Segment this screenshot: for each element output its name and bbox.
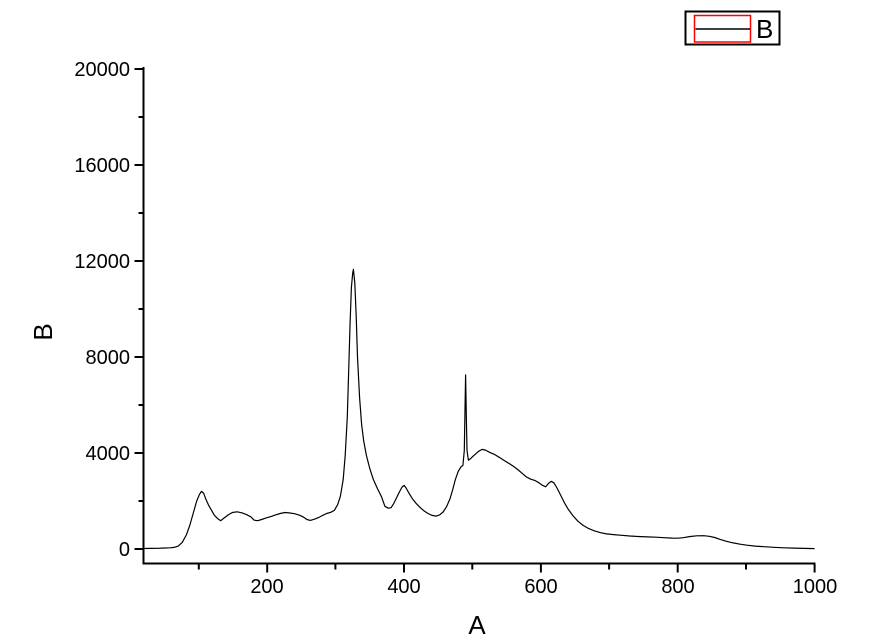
- y-axis-title: B: [28, 323, 58, 340]
- x-tick-label: 200: [250, 576, 283, 598]
- x-tick-label: 600: [524, 576, 557, 598]
- axes: [142, 67, 816, 565]
- legend-box: [684, 10, 781, 46]
- x-tick-label: 800: [661, 576, 694, 598]
- legend[interactable]: B: [684, 10, 781, 46]
- y-tick-label: 4000: [86, 443, 131, 465]
- legend-entry-label: B: [756, 14, 773, 44]
- x-tick-label: 1000: [793, 576, 838, 598]
- x-minor-ticks: [197, 564, 747, 570]
- x-major-ticks: [266, 564, 816, 573]
- x-tick-labels: 200 400 600 800 1000: [250, 576, 837, 598]
- x-tick-label: 400: [387, 576, 420, 598]
- legend-symbol-box: [693, 14, 752, 43]
- y-tick-label: 16000: [74, 155, 130, 177]
- y-tick-label: 20000: [74, 59, 130, 81]
- y-tick-label: 0: [119, 539, 130, 561]
- y-tick-labels: 0 4000 8000 12000 16000 20000: [74, 59, 130, 561]
- x-axis-title: A: [468, 610, 486, 640]
- y-tick-label: 8000: [86, 347, 131, 369]
- y-tick-label: 12000: [74, 251, 130, 273]
- y-major-ticks: [134, 68, 143, 550]
- y-minor-ticks: [138, 116, 143, 502]
- series-line: [143, 268, 815, 550]
